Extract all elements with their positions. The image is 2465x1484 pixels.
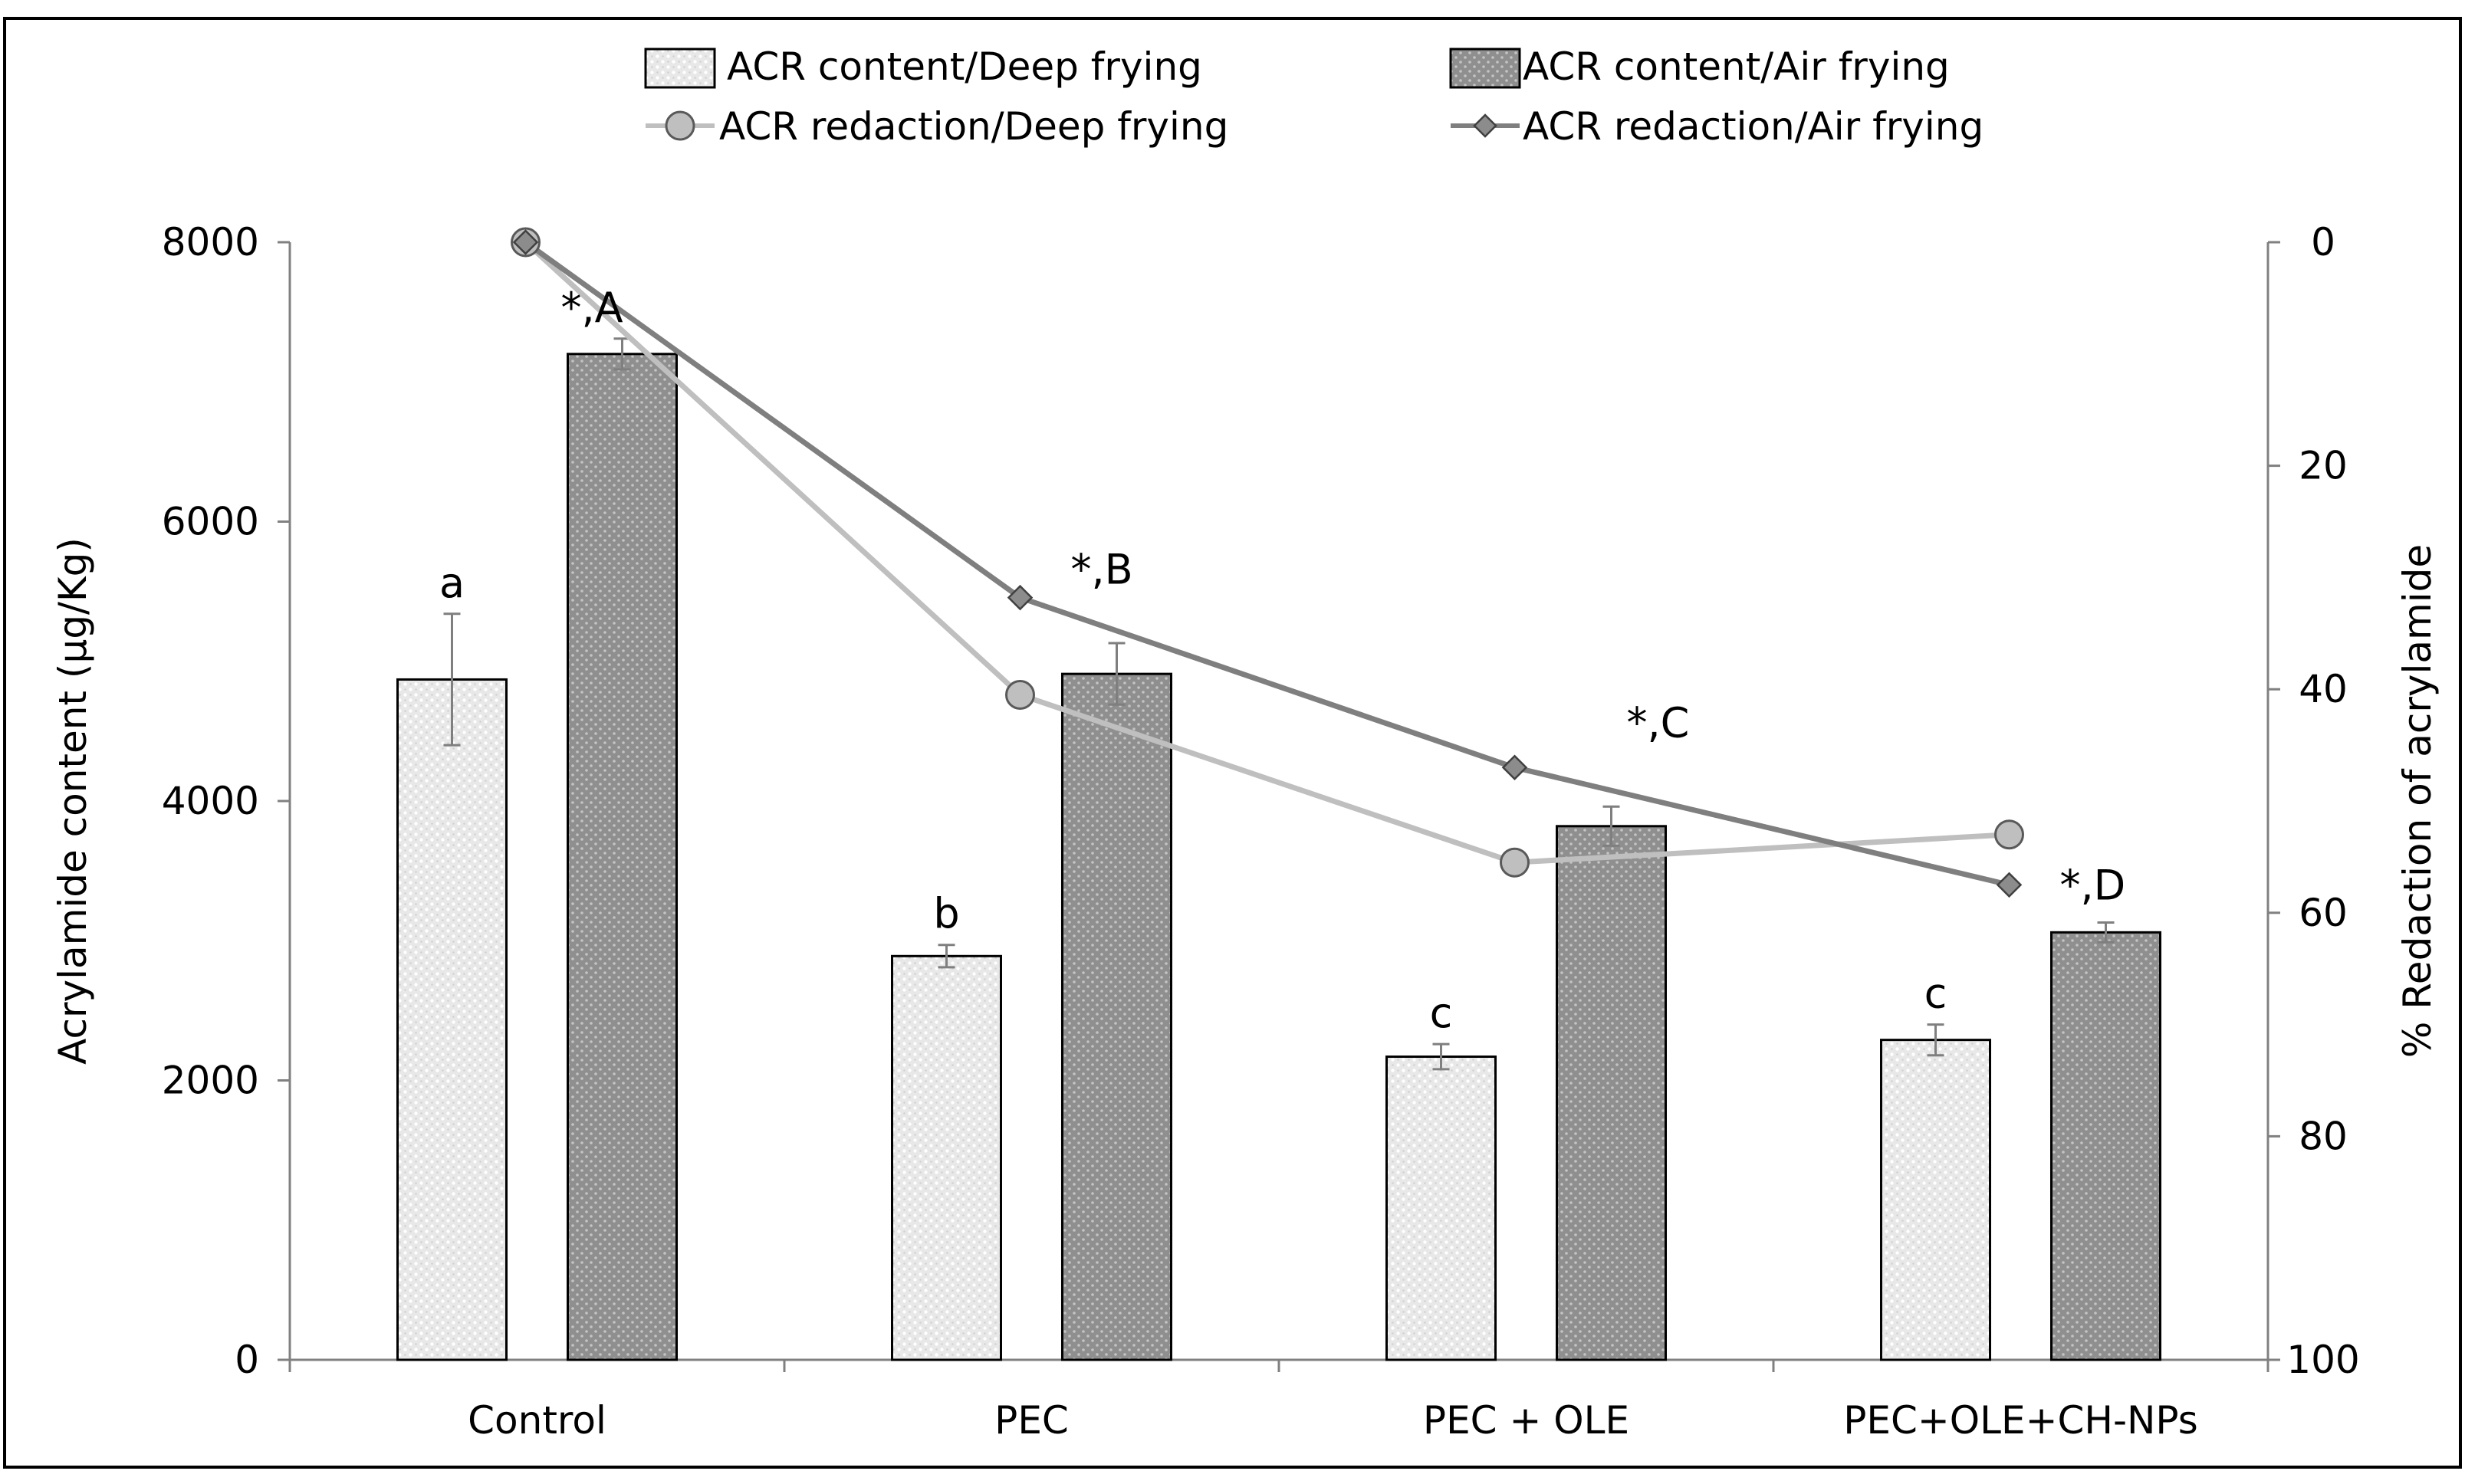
y-left-tick-label-3: 6000 xyxy=(162,500,259,544)
bars xyxy=(396,353,2161,1361)
legend-label-deep-frying-reduction: ACR redaction/Deep frying xyxy=(719,104,1228,149)
x-axis-ticks: Control PEC PEC + OLE PEC+OLE+CH-NPs xyxy=(288,1360,2269,1443)
marker-deep-frying-reduction-3 xyxy=(1994,819,2024,850)
y-left-tick-label-1: 2000 xyxy=(162,1059,259,1103)
y-left-tick-label-0: 0 xyxy=(235,1338,259,1382)
marker-deep-frying-reduction-2 xyxy=(1500,847,1530,878)
y-left-tick-label-2: 4000 xyxy=(162,779,259,823)
y-axis-left-ticks: 0 2000 4000 6000 8000 xyxy=(162,220,290,1382)
bar-label-deep-frying-0: a xyxy=(439,559,465,607)
x-tick-label-3: PEC+OLE+CH-NPs xyxy=(1843,1398,2198,1443)
bar-label-deep-frying-3: c xyxy=(1924,970,1947,1018)
y-axis-right-title: % Redaction of acrylamide xyxy=(2395,544,2440,1058)
bar-air-frying-1 xyxy=(1061,672,1172,1361)
legend-marker-deep-frying-reduction xyxy=(665,110,695,141)
y-axis-right-ticks: 0 20 40 60 80 100 xyxy=(2268,220,2360,1382)
legend-label-air-frying-reduction: ACR redaction/Air frying xyxy=(1523,104,1984,149)
bar-deep-frying-3 xyxy=(1880,1039,1991,1361)
bar-letter-labels: a b c c *,A *,B *,C *,D xyxy=(439,284,2125,1037)
legend-marker-air-frying-reduction xyxy=(1473,113,1497,138)
reduction-lines xyxy=(524,240,2010,888)
legend-swatch-air-frying-content xyxy=(1449,48,1521,89)
bar-air-frying-0 xyxy=(567,353,678,1361)
x-tick-label-0: Control xyxy=(468,1398,606,1443)
line-air-frying-reduction xyxy=(524,240,2010,888)
bar-air-frying-2 xyxy=(1556,825,1667,1361)
bar-deep-frying-2 xyxy=(1385,1056,1497,1361)
reduction-markers xyxy=(511,227,2024,898)
y-right-tick-label-0: 0 xyxy=(2311,220,2335,264)
bar-label-deep-frying-2: c xyxy=(1430,989,1453,1037)
line-deep-frying-reduction xyxy=(524,240,2010,865)
legend-label-air-frying-content: ACR content/Air frying xyxy=(1523,44,1950,89)
error-bars xyxy=(443,337,2115,1071)
marker-air-frying-reduction-0 xyxy=(512,229,539,255)
bar-air-frying-3 xyxy=(2050,931,2161,1361)
marker-air-frying-reduction-1 xyxy=(1007,584,1034,611)
bar-deep-frying-1 xyxy=(891,954,1002,1361)
marker-air-frying-reduction-2 xyxy=(1501,754,1528,781)
bar-label-air-frying-2: *,C xyxy=(1627,698,1690,747)
marker-air-frying-reduction-3 xyxy=(1996,872,2023,898)
marker-deep-frying-reduction-1 xyxy=(1005,679,1035,710)
y-right-tick-label-2: 40 xyxy=(2299,667,2348,711)
y-right-tick-label-4: 80 xyxy=(2299,1114,2348,1158)
y-right-tick-label-1: 20 xyxy=(2299,444,2348,488)
y-left-tick-label-4: 8000 xyxy=(162,220,259,264)
bar-label-air-frying-1: *,B xyxy=(1071,546,1133,594)
legend-swatch-deep-frying-content xyxy=(644,48,716,89)
chart-frame xyxy=(3,17,2462,1469)
bar-deep-frying-0 xyxy=(396,678,508,1361)
y-right-tick-label-5: 100 xyxy=(2286,1338,2359,1382)
x-tick-label-1: PEC xyxy=(994,1398,1069,1443)
bar-label-deep-frying-1: b xyxy=(933,890,959,938)
legend-label-deep-frying-content: ACR content/Deep frying xyxy=(727,44,1202,89)
y-axis-left-title: Acrylamide content (µg/Kg) xyxy=(51,537,95,1065)
bar-label-air-frying-3: *,D xyxy=(2060,862,2126,910)
y-right-tick-label-3: 60 xyxy=(2299,891,2348,935)
legend: ACR content/Deep frying ACR content/Air … xyxy=(644,44,1984,149)
bar-label-air-frying-0: *,A xyxy=(561,284,623,332)
x-tick-label-2: PEC + OLE xyxy=(1423,1398,1629,1443)
